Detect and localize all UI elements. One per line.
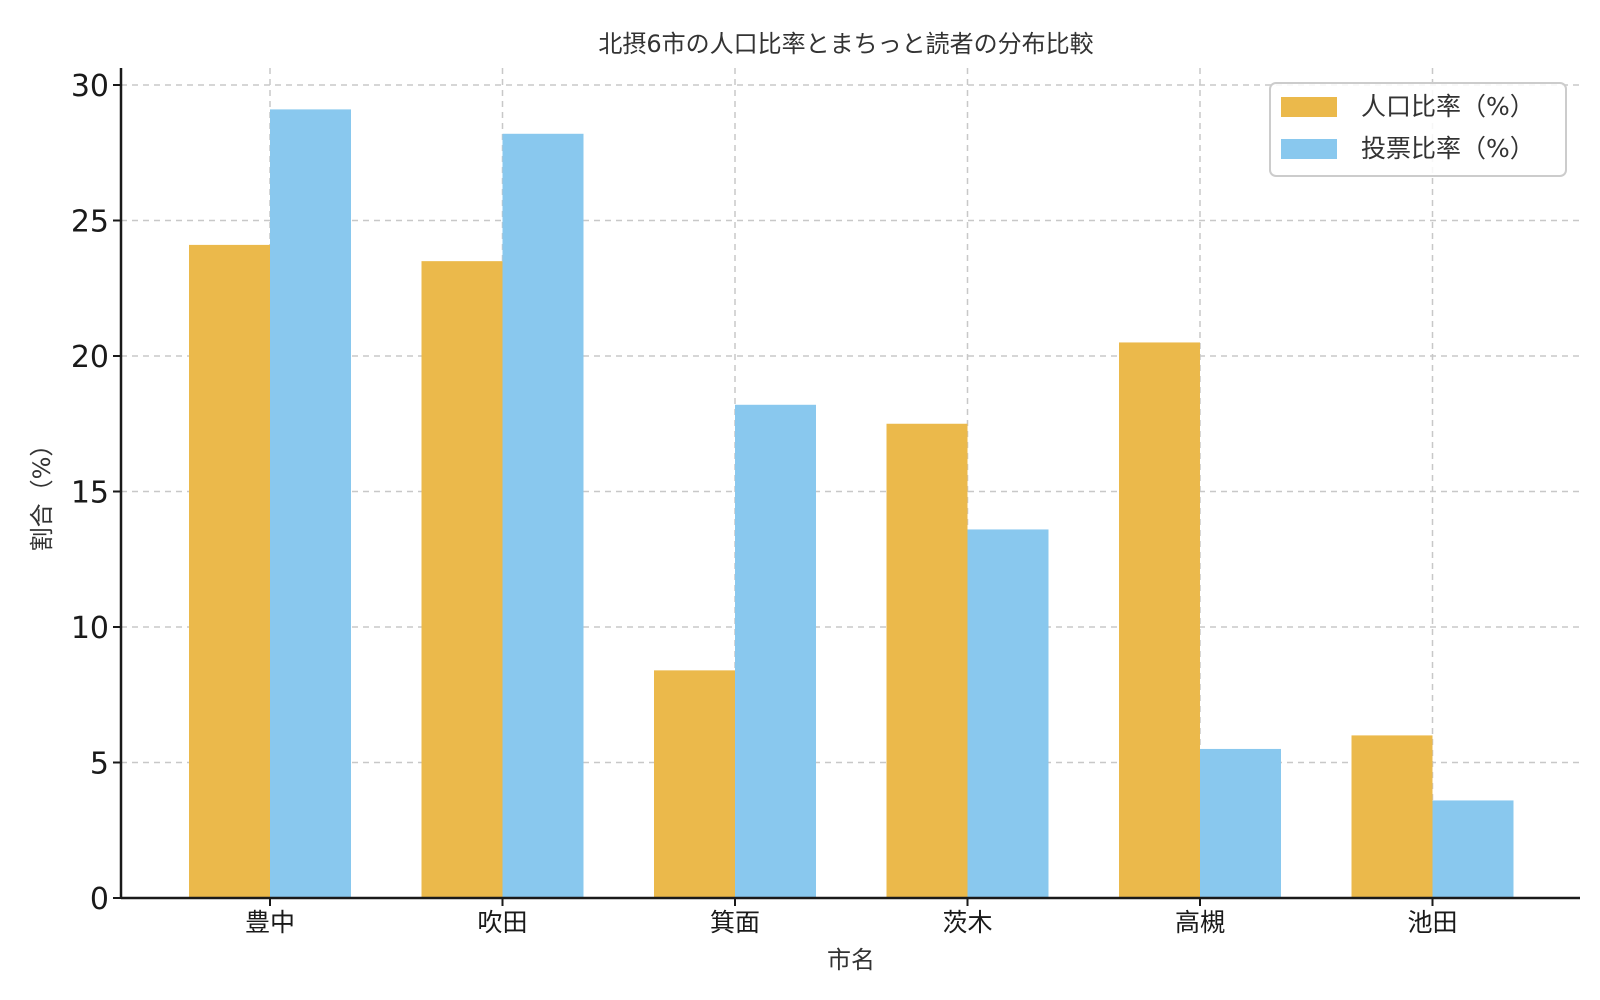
y-ticks: 0 5 10 15 20 25 30 [71,69,121,917]
bars [189,109,1514,898]
legend-swatch-votes [1281,139,1337,159]
grid [121,68,1580,898]
legend-box [1269,82,1567,177]
legend-swatch-population [1281,97,1337,117]
bar-votes-池田 [1432,800,1514,898]
bar-votes-高槻 [1200,748,1281,898]
x-tick-label-吹田: 吹田 [477,908,527,937]
bar-votes-箕面 [735,404,816,898]
x-axis-label: 市名 [827,946,875,974]
bar-population-高槻 [1119,342,1200,898]
y-tick-label-0: 0 [90,882,109,917]
chart-title: 北摂6市の人口比率とまちっと読者の分布比較 [598,30,1093,58]
bar-population-豊中 [189,244,270,898]
bar-population-吹田 [421,261,503,898]
y-tick-label-10: 10 [71,611,109,646]
bar-votes-茨木 [967,529,1049,898]
y-tick-label-5: 5 [90,747,109,782]
bar-votes-吹田 [502,133,584,898]
bar-votes-豊中 [270,109,351,898]
y-tick-label-25: 25 [71,205,109,240]
legend-label-votes: 投票比率（%） [1361,134,1535,163]
bar-population-茨木 [886,423,968,898]
y-axis-label: 割合（%） [28,433,56,552]
x-tick-label-箕面: 箕面 [710,908,760,937]
y-tick-label-15: 15 [71,476,109,511]
x-tick-label-池田: 池田 [1407,908,1457,937]
y-tick-label-20: 20 [71,340,109,375]
legend: 人口比率（%） 投票比率（%） [1269,82,1567,177]
legend-label-population: 人口比率（%） [1361,92,1535,121]
x-tick-label-茨木: 茨木 [942,908,992,937]
bar-population-池田 [1351,735,1433,898]
y-tick-label-30: 30 [71,69,109,104]
bar-population-箕面 [654,670,735,898]
x-tick-label-豊中: 豊中 [245,908,295,937]
x-tick-label-高槻: 高槻 [1175,908,1225,937]
axes [119,68,1580,900]
x-ticks: 豊中 吹田 箕面 茨木 高槻 池田 [245,898,1458,937]
